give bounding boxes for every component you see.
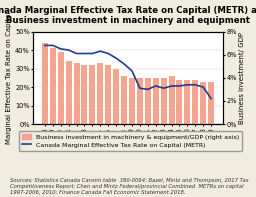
Text: Canada Marginal Effective Tax Rate on Capital (METR) and
Business investment in : Canada Marginal Effective Tax Rate on Ca… <box>0 6 256 25</box>
Text: Sources: Statistics Canada Cansim table  380-0064; Bazel, Mintz and Thompson, 20: Sources: Statistics Canada Cansim table … <box>10 178 249 195</box>
Bar <box>208 82 214 124</box>
Bar <box>89 65 95 124</box>
Bar <box>145 78 151 124</box>
Bar <box>81 65 87 124</box>
Y-axis label: Business Investment/ GDP: Business Investment/ GDP <box>239 32 246 124</box>
Bar <box>200 82 206 124</box>
Bar <box>105 65 111 124</box>
Bar <box>192 80 198 124</box>
Bar <box>66 61 72 124</box>
Bar <box>58 52 64 124</box>
Bar <box>169 76 175 124</box>
Bar <box>129 78 135 124</box>
Bar <box>42 43 48 124</box>
Legend: Business investment in machinery & equipment/GDP (right axis), Canada Marginal E: Business investment in machinery & equip… <box>19 131 242 151</box>
Bar <box>97 63 103 124</box>
Bar <box>121 76 127 124</box>
Bar <box>184 80 190 124</box>
Y-axis label: Marginal Effective Tax Rate on Capital: Marginal Effective Tax Rate on Capital <box>6 12 12 144</box>
Bar <box>113 69 119 124</box>
Bar <box>176 80 183 124</box>
Bar <box>73 63 80 124</box>
Bar <box>50 48 56 124</box>
Bar <box>153 78 159 124</box>
Bar <box>161 78 167 124</box>
Bar <box>137 78 143 124</box>
